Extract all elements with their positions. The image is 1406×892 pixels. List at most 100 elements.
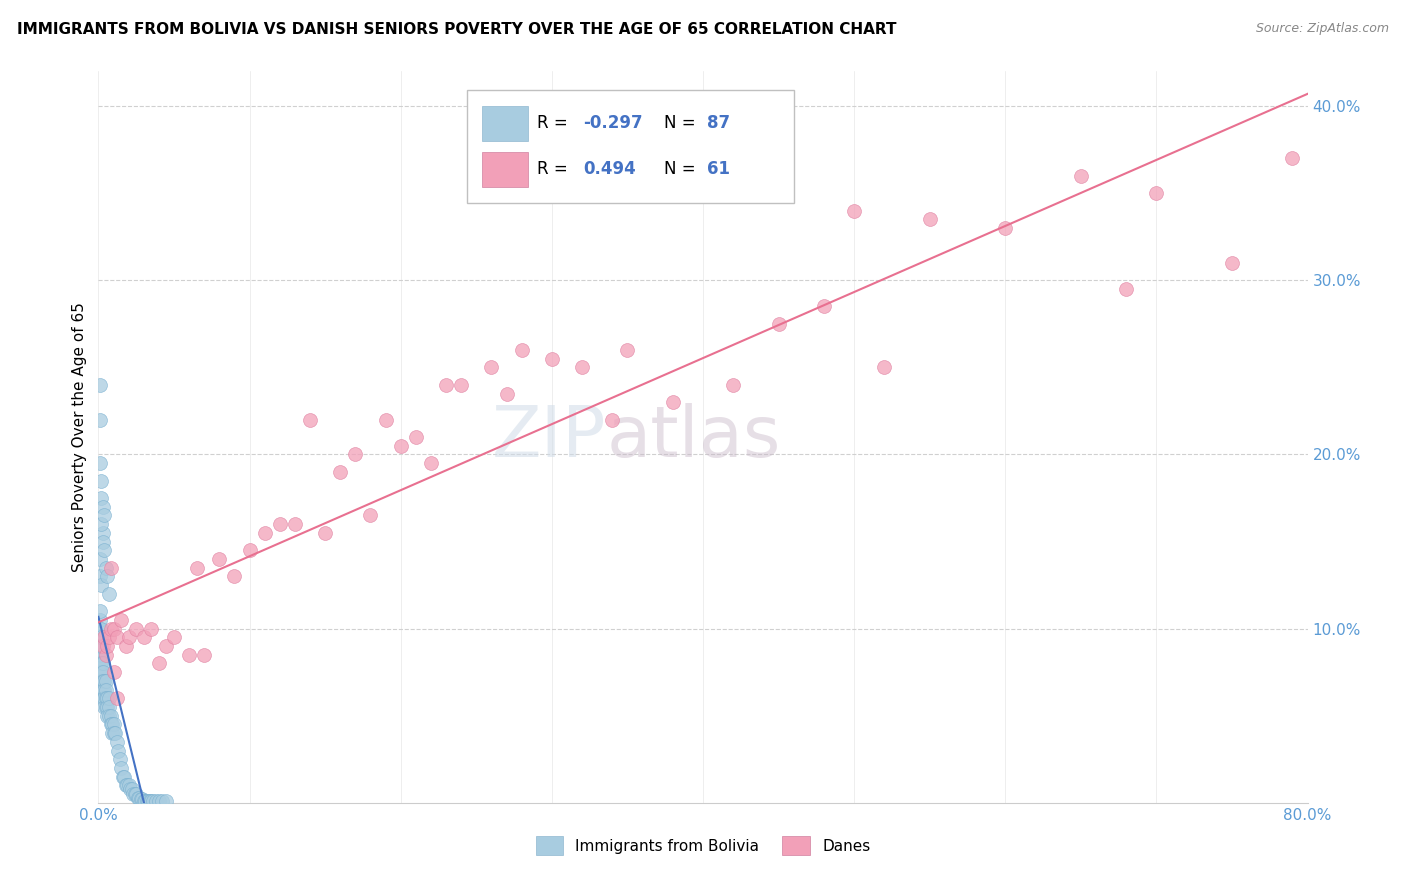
Point	[125, 787, 148, 801]
Point	[141, 622, 163, 636]
Point	[90, 622, 112, 636]
Text: -0.297: -0.297	[583, 114, 643, 132]
Point	[1281, 152, 1303, 166]
Point	[344, 448, 367, 462]
Point	[163, 631, 186, 645]
Point	[96, 700, 118, 714]
Point	[540, 351, 562, 366]
Text: N =: N =	[664, 114, 702, 132]
Point	[94, 682, 117, 697]
Point	[118, 631, 141, 645]
Point	[100, 560, 122, 574]
Legend: Immigrants from Bolivia, Danes: Immigrants from Bolivia, Danes	[530, 830, 876, 861]
Point	[148, 657, 170, 671]
Point	[90, 639, 112, 653]
Bar	[482, 106, 527, 141]
Point	[132, 631, 155, 645]
Point	[94, 700, 117, 714]
Point	[114, 639, 136, 653]
Point	[120, 781, 142, 796]
Point	[121, 781, 143, 796]
Point	[89, 613, 111, 627]
Point	[141, 794, 163, 808]
Point	[96, 639, 118, 653]
Point	[122, 787, 145, 801]
Point	[284, 517, 307, 532]
Point	[374, 412, 396, 426]
Point	[98, 587, 121, 601]
Point	[89, 657, 111, 671]
Point	[89, 569, 111, 583]
Point	[96, 708, 118, 723]
Point	[768, 317, 790, 331]
Point	[108, 752, 131, 766]
Point	[89, 665, 111, 680]
Text: N =: N =	[664, 161, 702, 178]
Point	[94, 648, 117, 662]
Point	[873, 360, 896, 375]
Point	[239, 543, 262, 558]
Point	[103, 622, 125, 636]
Point	[128, 790, 150, 805]
Point	[132, 794, 155, 808]
Point	[107, 743, 129, 757]
Point	[118, 778, 141, 792]
Point	[450, 377, 472, 392]
Text: 0.494: 0.494	[583, 161, 636, 178]
Point	[389, 439, 412, 453]
Point	[110, 613, 132, 627]
Point	[89, 552, 111, 566]
Point	[90, 648, 112, 662]
Point	[193, 648, 215, 662]
Text: 61: 61	[707, 161, 730, 178]
Point	[90, 657, 112, 671]
Point	[98, 708, 121, 723]
Point	[89, 456, 111, 470]
Point	[90, 474, 112, 488]
Point	[314, 525, 336, 540]
Point	[93, 673, 115, 688]
Point	[136, 794, 159, 808]
Bar	[467, 90, 793, 203]
Point	[90, 491, 112, 505]
Point	[155, 639, 177, 653]
Point	[329, 465, 352, 479]
Text: R =: R =	[537, 161, 574, 178]
Point	[90, 578, 112, 592]
Point	[103, 726, 125, 740]
Point	[124, 787, 146, 801]
Point	[98, 700, 121, 714]
Point	[90, 631, 112, 645]
Point	[481, 360, 503, 375]
Point	[105, 631, 128, 645]
Point	[148, 794, 170, 808]
Point	[110, 761, 132, 775]
Point	[104, 726, 127, 740]
Point	[602, 412, 624, 426]
Point	[994, 221, 1017, 235]
Point	[100, 622, 122, 636]
Point	[89, 648, 111, 662]
Point	[510, 343, 533, 357]
Point	[91, 691, 114, 706]
Point	[98, 691, 121, 706]
Point	[918, 212, 941, 227]
Point	[1144, 186, 1167, 201]
Point	[208, 552, 231, 566]
Y-axis label: Seniors Poverty Over the Age of 65: Seniors Poverty Over the Age of 65	[72, 302, 87, 572]
Point	[360, 508, 382, 523]
Point	[269, 517, 291, 532]
Point	[134, 794, 156, 808]
Point	[253, 525, 276, 540]
Point	[96, 691, 118, 706]
Point	[89, 604, 111, 618]
Point	[112, 770, 135, 784]
Point	[101, 726, 124, 740]
Point	[723, 377, 745, 392]
Point	[127, 790, 149, 805]
Point	[155, 794, 177, 808]
Point	[91, 657, 114, 671]
Point	[405, 430, 427, 444]
Point	[89, 377, 111, 392]
Point	[186, 560, 208, 574]
